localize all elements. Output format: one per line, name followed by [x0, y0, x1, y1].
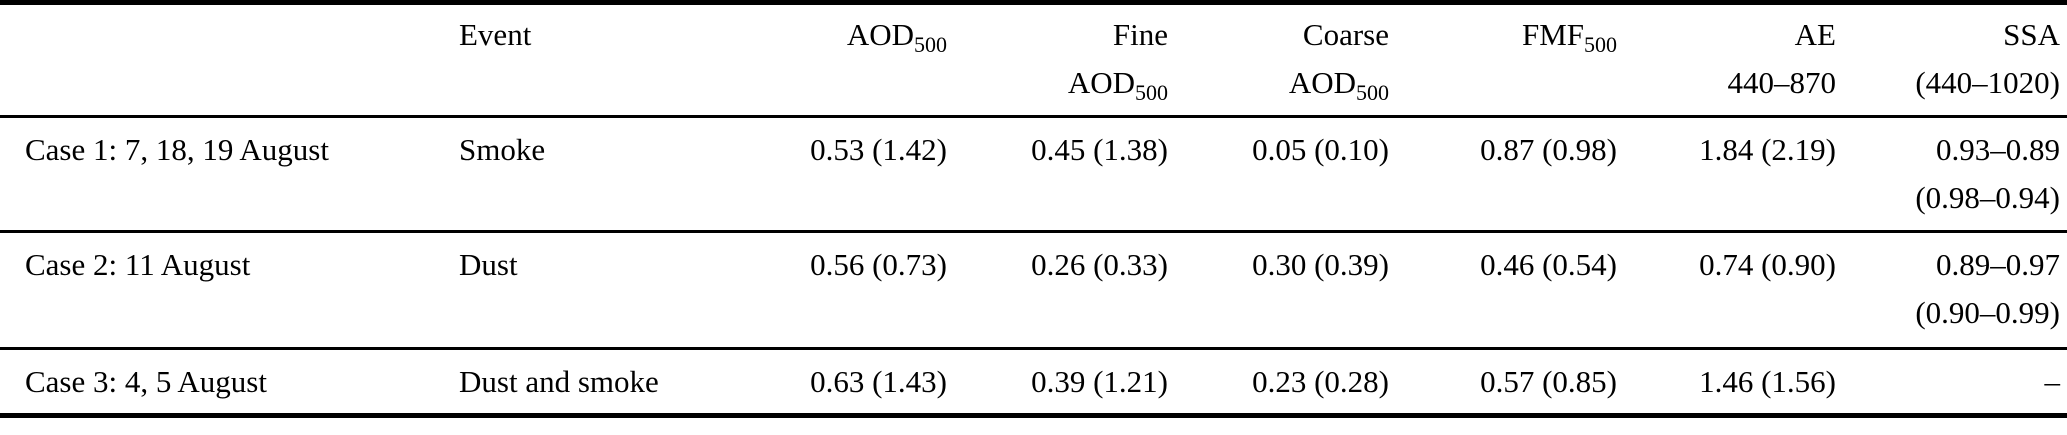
ssa-value-line1: – — [2044, 364, 2061, 399]
cell-ssa: 0.89–0.97 (0.90–0.99) — [1836, 232, 2067, 349]
column-header-fine-aod500: Fine AOD500 — [947, 3, 1168, 117]
cell-ae: 1.84 (2.19) — [1699, 132, 1836, 167]
table-row-case-3: Case 3: 4, 5 August Dust and smoke 0.63 … — [0, 349, 2067, 416]
cell-coarse-aod500: 0.23 (0.28) — [1252, 364, 1389, 399]
fine-aod500-line2: AOD500 — [947, 59, 1168, 107]
cell-ssa-missing: – — [1836, 349, 2067, 416]
ssa-value-line2: (0.98–0.94) — [1915, 180, 2060, 215]
fine-label: Fine — [1112, 17, 1168, 52]
table-body: Case 1: 7, 18, 19 August Smoke 0.53 (1.4… — [0, 117, 2067, 416]
column-header-coarse-aod500: Coarse AOD500 — [1168, 3, 1389, 117]
ssa-value-line1: 0.89–0.97 — [1936, 247, 2060, 282]
cell-fmf500: 0.57 (0.85) — [1480, 364, 1617, 399]
table-header: Event AOD500 Fine AOD500 Coarse AOD500 F… — [0, 2, 2067, 117]
cell-case-label: Case 1: 7, 18, 19 August — [25, 132, 329, 167]
fmf500-label: FMF — [1521, 17, 1584, 52]
coarse-aod500-line2: AOD500 — [1168, 59, 1389, 107]
coarse-aod500-base: AOD — [1288, 65, 1356, 100]
cell-aod500: 0.63 (1.43) — [810, 364, 947, 399]
cell-aod500: 0.56 (0.73) — [810, 247, 947, 282]
table-row-case-2: Case 2: 11 August Dust 0.56 (0.73) 0.26 … — [0, 232, 2067, 349]
ae-label: AE — [1794, 17, 1836, 52]
ssa-wavelength-range: (440–1020) — [1915, 65, 2060, 100]
column-header-aod500: AOD500 — [723, 3, 947, 117]
fmf500-subscript: 500 — [1584, 32, 1617, 57]
cell-fine-aod500: 0.39 (1.21) — [1031, 364, 1168, 399]
ssa-value-line2: (0.90–0.99) — [1915, 295, 2060, 330]
fine-aod500-subscript: 500 — [1135, 80, 1168, 105]
cell-ae: 0.74 (0.90) — [1699, 247, 1836, 282]
column-header-event: Event — [459, 17, 532, 52]
ae-wavelength-range: 440–870 — [1727, 65, 1837, 100]
aerosol-cases-table: Event AOD500 Fine AOD500 Coarse AOD500 F… — [0, 2, 2067, 416]
coarse-aod500-subscript: 500 — [1356, 80, 1389, 105]
cell-case-label: Case 2: 11 August — [25, 247, 251, 282]
cell-aod500: 0.53 (1.42) — [810, 132, 947, 167]
ssa-value-line1: 0.93–0.89 — [1936, 132, 2060, 167]
aod500-subscript: 500 — [914, 32, 947, 57]
column-header-ssa: SSA (440–1020) — [1836, 3, 2067, 117]
cell-case-label: Case 3: 4, 5 August — [25, 364, 267, 399]
fine-aod500-base: AOD — [1067, 65, 1135, 100]
cell-fine-aod500: 0.45 (1.38) — [1031, 132, 1168, 167]
cell-coarse-aod500: 0.30 (0.39) — [1252, 247, 1389, 282]
cell-fine-aod500: 0.26 (0.33) — [1031, 247, 1168, 282]
cell-event: Dust — [459, 247, 518, 282]
cell-coarse-aod500: 0.05 (0.10) — [1252, 132, 1389, 167]
column-header-case — [0, 3, 445, 117]
cell-fmf500: 0.46 (0.54) — [1480, 247, 1617, 282]
coarse-label: Coarse — [1302, 17, 1389, 52]
table-row-case-1: Case 1: 7, 18, 19 August Smoke 0.53 (1.4… — [0, 117, 2067, 232]
column-header-ae: AE 440–870 — [1617, 3, 1837, 117]
cell-ssa: 0.93–0.89 (0.98–0.94) — [1836, 117, 2067, 232]
cell-fmf500: 0.87 (0.98) — [1480, 132, 1617, 167]
ssa-label: SSA — [2003, 17, 2060, 52]
column-header-fmf500: FMF500 — [1389, 3, 1617, 117]
header-row: Event AOD500 Fine AOD500 Coarse AOD500 F… — [0, 2, 2067, 117]
cell-ae: 1.46 (1.56) — [1699, 364, 1836, 399]
cell-event: Dust and smoke — [459, 364, 659, 399]
aod500-label: AOD — [846, 17, 914, 52]
cell-event: Smoke — [459, 132, 546, 167]
